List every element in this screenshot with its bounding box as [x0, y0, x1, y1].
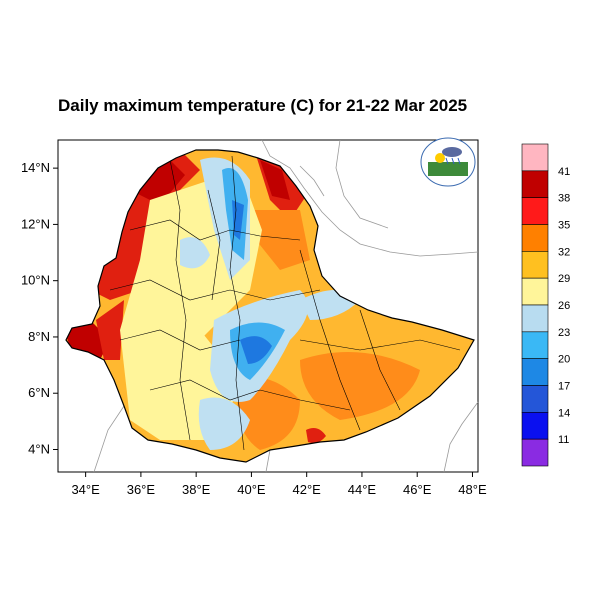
- colorbar-swatch: [521, 304, 549, 333]
- lat-tick-label: 14°N: [21, 160, 50, 175]
- colorbar-label: 35: [558, 220, 570, 232]
- meteorology-agency-logo: [420, 137, 476, 187]
- lon-tick-label: 48°E: [458, 482, 487, 497]
- lon-tick-label: 38°E: [182, 482, 211, 497]
- map-title: Daily maximum temperature (C) for 21-22 …: [58, 96, 468, 115]
- colorbar-label: 29: [558, 273, 570, 285]
- lat-tick-label: 8°N: [28, 329, 50, 344]
- neighbor-borders: [93, 139, 479, 473]
- colorbar-label: 38: [558, 193, 570, 205]
- colorbar-swatch: [521, 358, 549, 386]
- lat-tick-label: 12°N: [21, 216, 50, 231]
- temperature-field: [66, 150, 474, 462]
- colorbar-label: 26: [558, 300, 570, 312]
- region-borders: [109, 155, 461, 451]
- colorbar-swatch: [521, 277, 549, 306]
- colorbar-swatch: [521, 438, 549, 467]
- longitude-axis: 34°E 36°E 38°E 40°E 42°E 44°E 46°E 48°E: [71, 472, 487, 497]
- colorbar-swatch: [521, 224, 549, 252]
- lon-tick-label: 44°E: [348, 482, 377, 497]
- colorbar-label: 23: [558, 327, 570, 339]
- colorbar-swatch: [521, 331, 549, 359]
- lat-tick-label: 4°N: [28, 441, 50, 456]
- lon-tick-label: 34°E: [71, 482, 100, 497]
- colorbar-swatch: [521, 251, 549, 279]
- lat-tick-label: 6°N: [28, 385, 50, 400]
- colorbar-swatch: [521, 170, 549, 198]
- colorbar-swatch: [521, 197, 549, 225]
- lon-tick-label: 46°E: [403, 482, 432, 497]
- colorbar-label: 32: [558, 246, 570, 258]
- lon-tick-label: 42°E: [293, 482, 322, 497]
- colorbar-swatch: [521, 385, 549, 413]
- colorbar-swatch: [521, 143, 549, 172]
- colorbar-swatch: [521, 412, 549, 440]
- colorbar-label: 20: [558, 354, 570, 366]
- colorbar: 41 38 35 32 29 26 23 20 17 14 11: [521, 143, 570, 467]
- colorbar-label: 11: [558, 434, 569, 446]
- lat-tick-label: 10°N: [21, 273, 50, 288]
- latitude-axis: 14°N 12°N 10°N 8°N 6°N 4°N: [21, 160, 58, 456]
- colorbar-label: 17: [558, 381, 570, 393]
- lon-tick-label: 36°E: [127, 482, 156, 497]
- colorbar-label: 41: [558, 166, 570, 178]
- colorbar-label: 14: [558, 407, 570, 419]
- lon-tick-label: 40°E: [237, 482, 266, 497]
